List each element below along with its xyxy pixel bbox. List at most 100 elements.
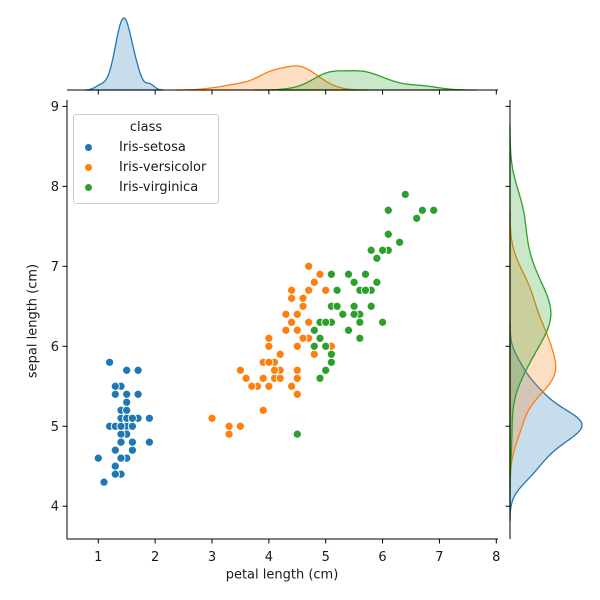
scatter-point-Iris-virginica [321,365,331,375]
legend-item-iris-versicolor: Iris-versicolor [74,157,218,177]
scatter-point-Iris-versicolor [292,373,302,383]
scatter-point-Iris-setosa [110,461,120,471]
scatter-point-Iris-virginica [321,341,331,351]
scatter-point-Iris-virginica [372,277,382,287]
scatter-point-Iris-versicolor [321,285,331,295]
scatter-point-Iris-versicolor [298,293,308,303]
scatter-point-Iris-setosa [133,389,143,399]
scatter-point-Iris-versicolor [207,413,217,423]
scatter-point-Iris-virginica [332,301,342,311]
scatter-point-Iris-versicolor [287,317,297,327]
top-marginal-kde-axes [67,17,498,95]
scatter-point-Iris-versicolor [281,309,291,319]
legend-swatch-versicolor-icon [85,163,92,171]
scatter-point-Iris-setosa [127,445,137,455]
scatter-point-Iris-versicolor [309,277,319,287]
scatter-point-Iris-versicolor [275,349,285,359]
scatter-point-Iris-versicolor [235,421,245,431]
scatter-point-Iris-versicolor [309,349,319,359]
scatter-point-Iris-virginica [366,245,376,255]
scatter-point-Iris-setosa [127,421,137,431]
scatter-point-Iris-versicolor [247,381,257,391]
scatter-point-Iris-setosa [122,397,132,407]
scatter-point-Iris-setosa [105,357,115,367]
scatter-point-Iris-setosa [110,381,120,391]
x-tick-label: 3 [208,550,216,565]
scatter-point-Iris-virginica [349,309,359,319]
scatter-point-Iris-virginica [355,317,365,327]
scatter-point-Iris-versicolor [275,373,285,383]
scatter-point-Iris-setosa [116,437,126,447]
y-tick-label: 8 [51,180,59,195]
x-tick-label: 1 [94,550,102,565]
x-tick-label: 7 [435,550,443,565]
scatter-point-Iris-versicolor [287,293,297,303]
y-tick-label: 5 [51,420,59,435]
legend-label-virginica: Iris-virginica [119,179,199,195]
scatter-point-Iris-setosa [122,389,132,399]
scatter-point-Iris-virginica [326,349,336,359]
scatter-point-Iris-setosa [110,389,120,399]
scatter-point-Iris-versicolor [287,381,297,391]
scatter-point-Iris-virginica [338,309,348,319]
scatter-point-Iris-virginica [309,341,319,351]
x-axis-label: petal length (cm) [225,567,339,583]
scatter-point-Iris-versicolor [304,261,314,271]
scatter-point-Iris-virginica [326,357,336,367]
y-tick-label: 9 [51,100,59,115]
x-tick-label: 5 [322,550,330,565]
scatter-point-Iris-virginica [315,333,325,343]
y-tick-label: 4 [51,500,59,515]
main-scatter-axes: 1 2 3 4 5 6 7 8 4 5 6 7 8 9 [51,100,501,565]
scatter-point-Iris-setosa [116,429,126,439]
legend-swatch-setosa-icon [85,143,92,151]
scatter-point-Iris-versicolor [292,325,302,335]
x-tick-label: 8 [492,550,500,565]
kde-curve-top-Iris-virginica [253,70,478,91]
scatter-point-Iris-virginica [400,189,410,199]
scatter-point-Iris-virginica [315,373,325,383]
scatter-point-Iris-versicolor [281,325,291,335]
scatter-point-Iris-setosa [110,469,120,479]
scatter-point-Iris-setosa [144,437,154,447]
scatter-point-Iris-versicolor [258,373,268,383]
scatter-point-Iris-virginica [349,301,359,311]
scatter-point-Iris-setosa [133,365,143,375]
scatter-point-Iris-versicolor [292,341,302,351]
scatter-point-Iris-versicolor [304,285,314,295]
scatter-point-Iris-versicolor [298,301,308,311]
scatter-point-Iris-virginica [417,205,427,215]
scatter-point-Iris-virginica [355,333,365,343]
kde-curve-top-Iris-setosa [84,17,164,91]
right-marginal-kde-axes [505,100,583,539]
scatter-point-Iris-setosa [127,437,137,447]
scatter-point-Iris-versicolor [258,405,268,415]
legend-item-iris-virginica: Iris-virginica [74,177,218,197]
scatter-point-Iris-versicolor [292,389,302,399]
scatter-point-Iris-virginica [343,325,354,335]
scatter-point-Iris-virginica [429,205,439,215]
scatter-point-Iris-virginica [321,317,331,327]
legend: class Iris-setosa Iris-versicolor Iris-v… [73,114,219,204]
scatter-point-Iris-virginica [326,269,336,279]
scatter-point-Iris-virginica [372,253,382,263]
scatter-point-Iris-setosa [99,477,109,487]
legend-title: class [129,120,163,135]
kde-curve-top-Iris-versicolor [174,65,369,91]
scatter-point-Iris-virginica [332,285,342,295]
scatter-point-Iris-versicolor [304,317,314,327]
scatter-point-Iris-versicolor [269,365,280,375]
scatter-point-Iris-setosa [93,453,103,463]
scatter-point-Iris-setosa [144,413,154,423]
scatter-point-Iris-setosa [110,445,120,455]
scatter-point-Iris-virginica [378,317,388,327]
scatter-point-Iris-virginica [349,277,359,287]
x-tick-label: 6 [378,550,386,565]
scatter-point-Iris-versicolor [235,365,245,375]
scatter-point-Iris-versicolor [315,269,325,279]
legend-label-setosa: Iris-setosa [119,139,186,155]
scatter-point-Iris-versicolor [224,421,234,431]
kde-curve-right-Iris-virginica [509,123,552,505]
